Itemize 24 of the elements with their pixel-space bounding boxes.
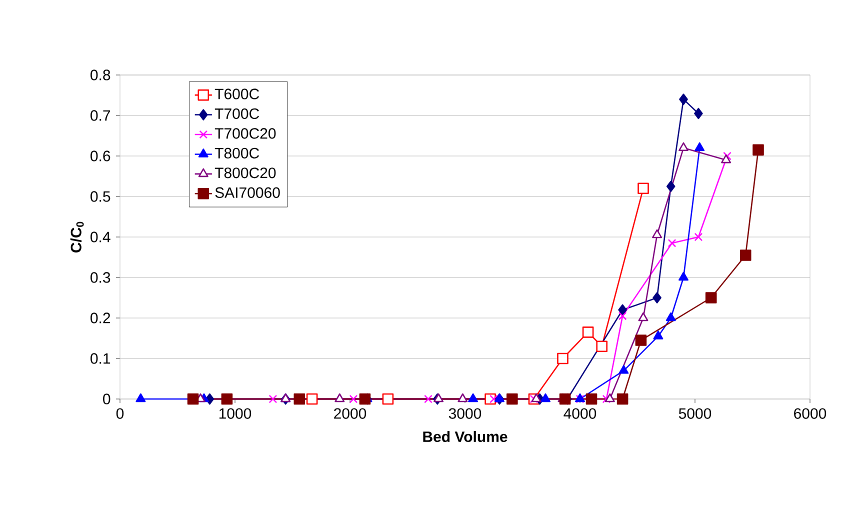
y-axis-title: C/C$_{0}$: [70, 222, 84, 252]
x-axis-title: Bed Volume: [423, 431, 508, 442]
y-tick-label: 0.4: [90, 232, 110, 242]
x-tick-label: 4000: [564, 408, 596, 419]
x-tick-label: 5000: [678, 408, 712, 419]
legend-label: T800C: [214, 148, 260, 158]
legend-label: T600C: [214, 88, 260, 100]
x-tick-label: 6000: [794, 408, 826, 419]
y-tick-label: 0.7: [90, 110, 110, 121]
x-tick-label: 0: [116, 408, 124, 419]
y-tick-label: 0.8: [90, 70, 110, 80]
x-tick-label: 2000: [334, 408, 366, 419]
x-tick-label: 1000: [219, 408, 252, 419]
y-tick-label: 0.1: [90, 353, 110, 364]
y-tick-label: 0: [103, 394, 110, 404]
x-tick-label: 3000: [448, 408, 482, 419]
y-tick-label: 0.2: [90, 312, 110, 324]
y-tick-label: 0.6: [90, 150, 110, 162]
legend-label: T800C20: [214, 168, 276, 178]
y-tick-label: 0.3: [90, 272, 110, 283]
legend-label: T700C: [214, 108, 260, 120]
y-tick-label: 0.5: [90, 191, 110, 202]
legend-label: T700C20: [214, 128, 276, 139]
legend-label: SAI70060: [215, 187, 280, 198]
